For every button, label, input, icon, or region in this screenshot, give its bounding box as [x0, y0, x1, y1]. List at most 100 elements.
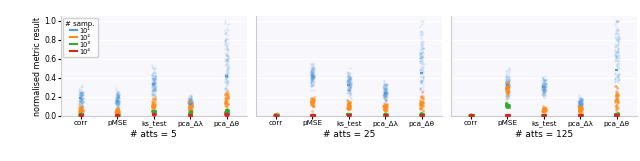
Point — [308, 70, 319, 73]
Point — [307, 75, 317, 77]
Point — [76, 103, 86, 105]
Point — [501, 84, 511, 86]
Point — [415, 85, 425, 88]
Point — [111, 111, 122, 114]
Point — [610, 99, 620, 101]
Point — [307, 68, 317, 71]
Point — [270, 114, 280, 117]
Point — [76, 84, 86, 86]
Point — [184, 91, 195, 94]
Point — [222, 70, 232, 72]
Point — [379, 93, 389, 95]
Point — [381, 102, 392, 105]
Point — [113, 99, 124, 102]
Point — [269, 114, 280, 116]
Point — [308, 101, 319, 103]
Point — [187, 101, 197, 104]
Point — [113, 112, 124, 115]
Point — [184, 110, 194, 113]
Point — [307, 78, 317, 81]
Point — [379, 112, 389, 115]
Point — [503, 95, 513, 98]
Point — [150, 96, 161, 98]
Point — [150, 98, 160, 100]
Point — [74, 91, 84, 94]
Point — [74, 99, 84, 102]
Point — [465, 114, 475, 117]
Point — [467, 114, 477, 116]
Point — [611, 113, 621, 115]
Point — [112, 109, 122, 112]
Point — [113, 100, 123, 103]
Point — [504, 86, 515, 89]
Point — [380, 99, 390, 101]
Point — [76, 106, 86, 108]
Point — [538, 106, 548, 109]
Point — [538, 107, 548, 109]
Point — [613, 95, 623, 97]
Point — [538, 82, 548, 84]
Point — [416, 52, 426, 54]
Point — [467, 114, 477, 116]
Point — [273, 114, 283, 116]
Point — [75, 102, 85, 104]
Point — [147, 99, 157, 102]
Point — [380, 106, 390, 109]
Point — [612, 62, 622, 64]
Point — [220, 36, 230, 39]
Point — [273, 115, 283, 117]
Point — [416, 58, 426, 61]
Point — [538, 80, 548, 83]
Point — [75, 98, 85, 101]
Point — [76, 108, 86, 111]
Point — [381, 94, 392, 97]
Point — [539, 87, 549, 90]
Point — [113, 95, 124, 97]
Point — [415, 20, 426, 22]
Point — [539, 114, 549, 117]
Point — [221, 64, 231, 67]
Point — [614, 49, 624, 52]
Point — [77, 112, 87, 115]
Point — [220, 99, 230, 101]
Point — [465, 114, 476, 116]
Point — [540, 87, 550, 90]
Point — [74, 95, 84, 98]
Point — [308, 106, 319, 109]
Point — [611, 57, 621, 59]
Point — [221, 100, 231, 102]
Point — [221, 110, 232, 112]
Point — [149, 84, 159, 86]
Point — [112, 100, 122, 102]
Point — [185, 101, 195, 104]
Point — [418, 105, 428, 108]
Point — [185, 101, 195, 103]
Point — [418, 70, 428, 72]
Point — [344, 114, 355, 117]
Point — [271, 115, 282, 117]
Point — [381, 99, 391, 101]
Point — [379, 106, 389, 109]
Point — [541, 91, 551, 94]
Point — [77, 101, 88, 103]
Point — [611, 97, 621, 100]
Point — [381, 91, 391, 94]
Point — [504, 83, 515, 85]
Point — [538, 89, 548, 92]
Point — [539, 86, 549, 89]
Point — [309, 79, 319, 82]
Point — [111, 96, 121, 98]
Point — [576, 107, 586, 109]
Point — [344, 69, 354, 72]
Point — [113, 99, 123, 101]
Point — [466, 114, 476, 116]
Point — [185, 101, 195, 104]
Point — [503, 90, 513, 93]
Point — [149, 110, 159, 113]
Point — [147, 103, 157, 105]
Point — [150, 82, 161, 85]
Point — [378, 79, 388, 81]
Point — [501, 78, 511, 81]
Point — [308, 84, 319, 86]
Point — [380, 93, 390, 96]
